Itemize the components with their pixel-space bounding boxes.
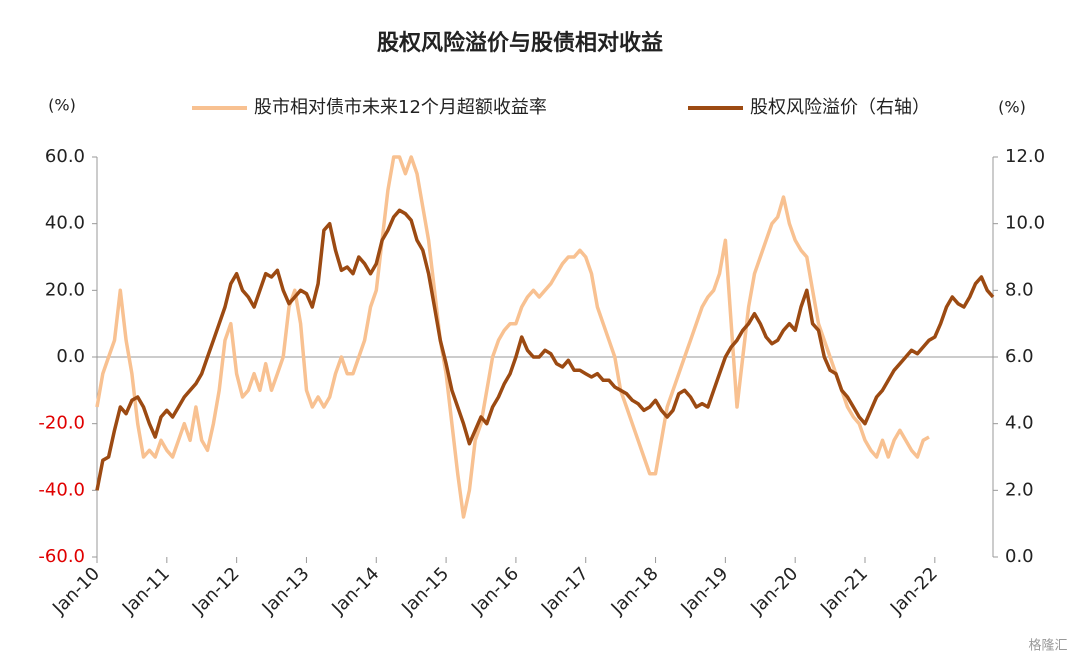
y-tick-label: 0.0 <box>56 346 85 367</box>
y2-tick-label: 12.0 <box>1005 146 1045 167</box>
x-tick-label: Jan-19 <box>676 563 732 619</box>
series-line <box>95 208 995 491</box>
x-tick-label: Jan-11 <box>118 563 174 619</box>
legend-label: 股市相对债市未来12个月超额收益率 <box>254 97 547 118</box>
x-tick-label: Jan-14 <box>327 563 383 619</box>
y2-tick-label: 8.0 <box>1005 279 1034 300</box>
y2-unit: (%) <box>998 98 1026 117</box>
y2-tick-label: 10.0 <box>1005 213 1045 234</box>
chart-title: 股权风险溢价与股债相对收益 <box>377 30 663 56</box>
series-line <box>95 155 930 519</box>
x-tick-label: Jan-21 <box>816 563 872 619</box>
x-tick-label: Jan-18 <box>607 563 663 619</box>
y-tick-label: -20.0 <box>38 413 85 434</box>
legend-label: 股权风险溢价（右轴） <box>750 97 930 118</box>
y-unit: (%) <box>48 96 76 115</box>
x-tick-label: Jan-16 <box>467 563 523 619</box>
y-tick-label: -40.0 <box>38 479 85 500</box>
y2-tick-label: 4.0 <box>1005 413 1034 434</box>
y2-tick-label: 0.0 <box>1005 546 1034 567</box>
x-tick-label: Jan-15 <box>397 563 453 619</box>
x-tick-label: Jan-10 <box>48 563 104 619</box>
y2-tick-label: 6.0 <box>1005 346 1034 367</box>
x-tick-label: Jan-22 <box>886 563 942 619</box>
x-tick-label: Jan-13 <box>258 563 314 619</box>
x-tick-label: Jan-12 <box>188 563 244 619</box>
x-tick-label: Jan-20 <box>746 563 802 619</box>
y-tick-label: 20.0 <box>45 279 85 300</box>
y-tick-label: 40.0 <box>45 213 85 234</box>
y2-tick-label: 2.0 <box>1005 479 1034 500</box>
x-tick-label: Jan-17 <box>537 563 593 619</box>
y-tick-label: 60.0 <box>45 146 85 167</box>
watermark: 格隆汇 <box>1028 638 1067 654</box>
y-tick-label: -60.0 <box>38 546 85 567</box>
